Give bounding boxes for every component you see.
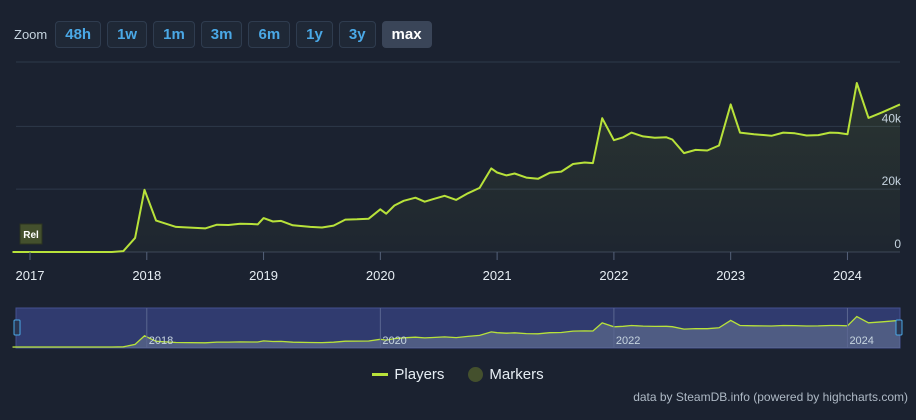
x-tick-label: 2024 [833, 268, 862, 283]
x-axis-ticks: 2017 2018 2019 2020 2021 2022 2023 2024 [16, 252, 862, 283]
zoom-bar: Zoom 48h 1w 1m 3m 6m 1y 3y max [14, 21, 432, 48]
navigator-right-handle[interactable] [895, 319, 903, 336]
x-tick-label: 2021 [483, 268, 512, 283]
x-tick-label: 2019 [249, 268, 278, 283]
navigator[interactable]: 2018 2020 2022 2024 [12, 307, 903, 349]
legend-label-players: Players [394, 366, 445, 383]
release-marker-label: Rel [23, 230, 39, 241]
y-axis-ticks: 0 20k 40k [882, 111, 902, 251]
zoom-3y-button[interactable]: 3y [338, 21, 376, 48]
navigator-line [12, 315, 901, 348]
markers-layer: Rel [19, 223, 43, 245]
players-line-layer [12, 82, 901, 253]
markers-legend-swatch [468, 367, 484, 382]
zoom-6m-button[interactable]: 6m [248, 21, 291, 48]
navigator-tick-label: 2018 [149, 335, 173, 347]
players-line [12, 82, 901, 253]
x-tick-label: 2020 [366, 268, 395, 283]
x-tick-label: 2022 [599, 268, 628, 283]
legend-item-markers[interactable]: Markers [468, 366, 544, 383]
navigator-tick-label: 2022 [616, 335, 640, 347]
players-area [12, 83, 900, 252]
navigator-left-handle[interactable] [13, 319, 21, 336]
navigator-tick-label: 2024 [849, 335, 873, 347]
zoom-1y-button[interactable]: 1y [296, 21, 333, 48]
x-tick-label: 2018 [132, 268, 161, 283]
y-tick-label: 40k [882, 111, 902, 125]
legend-item-players[interactable]: Players [372, 366, 444, 383]
zoom-1m-button[interactable]: 1m [153, 21, 195, 48]
zoom-1w-button[interactable]: 1w [107, 21, 148, 48]
zoom-label: Zoom [14, 27, 48, 42]
legend-label-markers: Markers [489, 366, 544, 383]
players-legend-swatch [372, 373, 389, 376]
zoom-max-button[interactable]: max [381, 21, 432, 48]
x-tick-label: 2017 [16, 268, 45, 283]
navigator-tick-label: 2020 [382, 335, 406, 347]
zoom-3m-button[interactable]: 3m [200, 21, 243, 48]
x-tick-label: 2023 [716, 268, 745, 283]
y-tick-label: 0 [894, 237, 901, 251]
release-marker: Rel [19, 223, 43, 245]
chart-legend: Players Markers [0, 366, 916, 383]
y-tick-label: 20k [882, 174, 902, 188]
zoom-48h-button[interactable]: 48h [55, 21, 102, 48]
players-area-fill [12, 83, 900, 252]
release-marker-box [19, 223, 43, 245]
navigator-area [12, 316, 900, 348]
credits-text[interactable]: data by SteamDB.info (powered by highcha… [633, 390, 908, 404]
